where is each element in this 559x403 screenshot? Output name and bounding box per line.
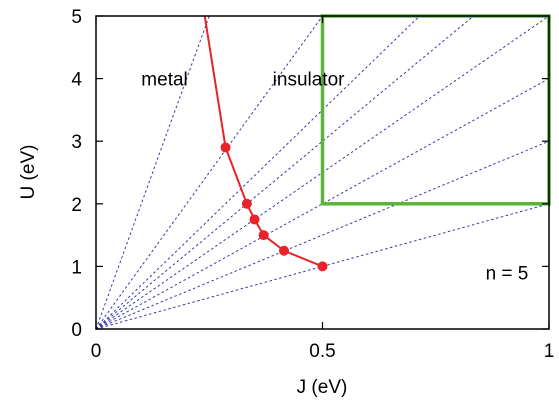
x-axis-label: J (eV) xyxy=(297,377,348,398)
x-tick-label: 0.5 xyxy=(309,341,335,362)
y-tick-label: 1 xyxy=(71,257,82,278)
data-point xyxy=(241,198,252,209)
chart-annotation: n = 5 xyxy=(486,264,529,285)
data-point xyxy=(278,245,289,256)
data-point xyxy=(249,214,260,225)
series-layer xyxy=(203,16,323,268)
x-tick-label: 1 xyxy=(544,341,555,362)
markers-layer xyxy=(220,142,328,272)
region-box-layer xyxy=(320,14,551,206)
ticks-layer: 0 0.5 1 0 1 2 3 4 5 xyxy=(71,7,554,362)
chart-annotation: insulator xyxy=(273,70,345,91)
x-tick-label: 0 xyxy=(91,341,102,362)
series-line xyxy=(203,16,323,268)
chart-annotation: metal xyxy=(141,70,187,91)
reference-line xyxy=(96,203,549,329)
reference-line xyxy=(96,16,420,329)
data-point xyxy=(258,230,269,241)
y-tick-label: 4 xyxy=(71,70,82,91)
y-axis-label: U (eV) xyxy=(18,145,39,200)
data-point xyxy=(220,142,231,153)
insulator-region-box xyxy=(320,14,551,206)
reference-line xyxy=(96,16,323,329)
y-tick-label: 2 xyxy=(71,195,82,216)
annotation-layer: metal insulator n = 5 xyxy=(141,70,528,285)
reference-line xyxy=(96,16,210,329)
y-tick-label: 5 xyxy=(71,7,82,28)
reference-line xyxy=(96,78,549,329)
reference-line xyxy=(96,16,474,329)
y-tick-label: 0 xyxy=(71,320,82,341)
data-point xyxy=(317,261,328,272)
y-tick-label: 3 xyxy=(71,132,82,153)
reference-line xyxy=(96,140,549,329)
